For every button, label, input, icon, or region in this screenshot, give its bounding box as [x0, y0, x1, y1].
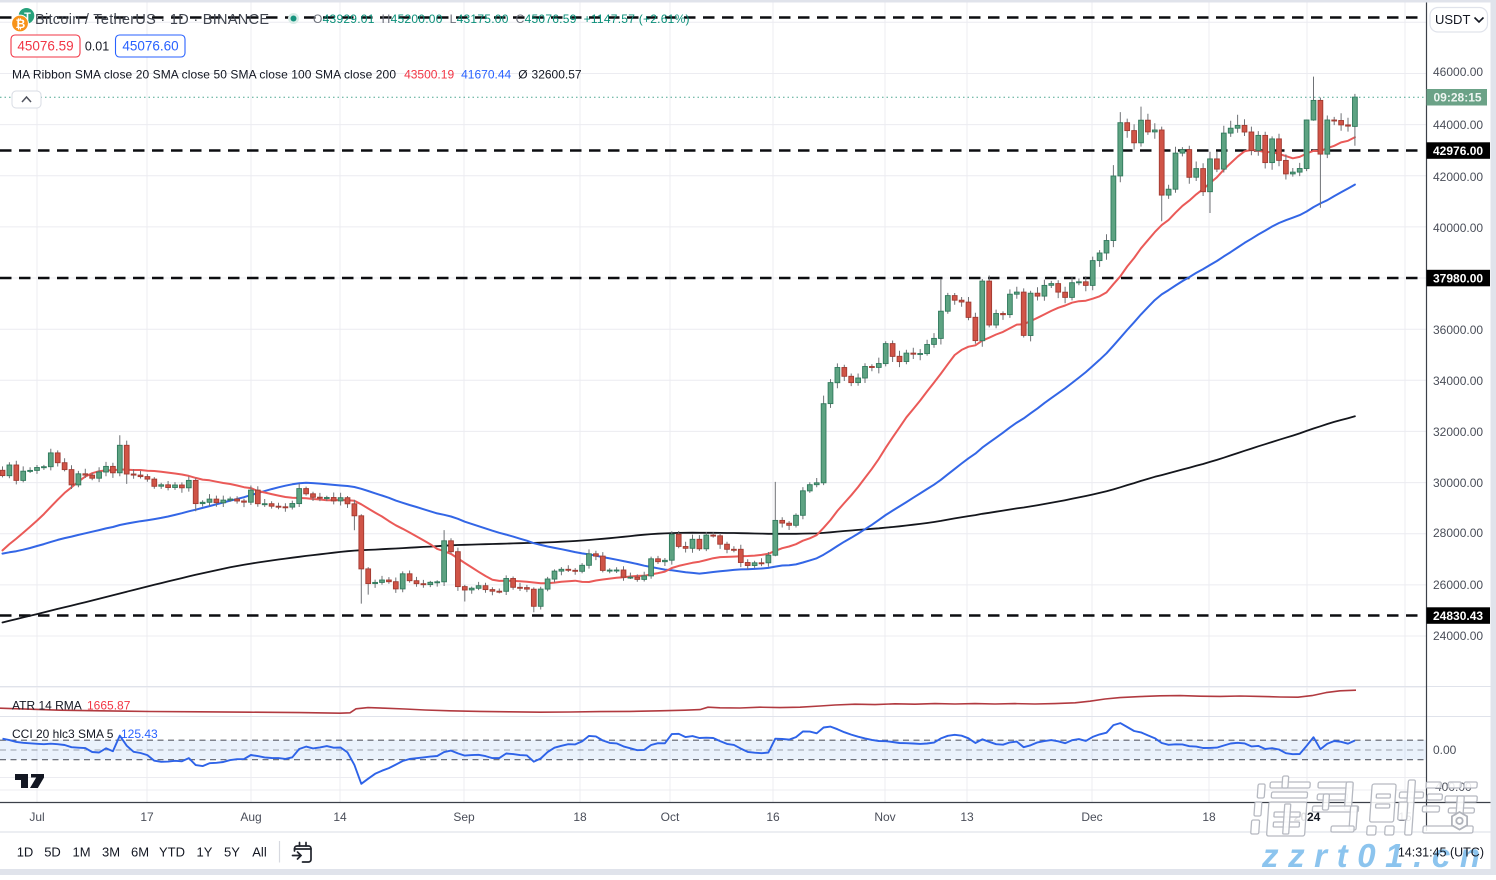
svg-text:16: 16: [766, 810, 780, 824]
svg-text:32000.00: 32000.00: [1433, 425, 1483, 439]
svg-text:5D: 5D: [44, 845, 61, 860]
svg-text:ATR 14 RMA: ATR 14 RMA: [12, 699, 82, 713]
svg-text:MA Ribbon SMA close 20 SMA clo: MA Ribbon SMA close 20 SMA close 50 SMA …: [12, 68, 582, 82]
svg-text:44000.00: 44000.00: [1433, 118, 1483, 132]
svg-text:26000.00: 26000.00: [1433, 578, 1483, 592]
svg-text:45076.60: 45076.60: [122, 39, 178, 54]
svg-text:Bitcoin / TetherUS · 1D · BINA: Bitcoin / TetherUS · 1D · BINANCE: [35, 12, 269, 28]
svg-text:37980.00: 37980.00: [1433, 271, 1483, 285]
svg-text:09:28:15: 09:28:15: [1434, 91, 1482, 105]
svg-text:All: All: [252, 845, 267, 860]
svg-text:36000.00: 36000.00: [1433, 323, 1483, 337]
svg-text:13: 13: [960, 810, 974, 824]
svg-text:46000.00: 46000.00: [1433, 65, 1483, 79]
svg-text:₿: ₿: [16, 17, 26, 31]
svg-text:Nov: Nov: [874, 810, 895, 824]
svg-text:40000.00: 40000.00: [1433, 221, 1483, 235]
svg-text:14:31:45 (UTC): 14:31:45 (UTC): [1398, 846, 1484, 860]
svg-text:YTD: YTD: [159, 845, 185, 860]
svg-text:3M: 3M: [102, 845, 120, 860]
svg-text:1M: 1M: [72, 845, 90, 860]
svg-text:18: 18: [573, 810, 587, 824]
svg-text:34000.00: 34000.00: [1433, 374, 1483, 388]
svg-text:125.43: 125.43: [121, 727, 158, 741]
svg-text:Oct: Oct: [661, 810, 680, 824]
svg-text:45076.59: 45076.59: [17, 39, 73, 54]
svg-text:24830.43: 24830.43: [1433, 609, 1483, 623]
svg-text:Sep: Sep: [453, 810, 475, 824]
svg-text:30000.00: 30000.00: [1433, 476, 1483, 490]
svg-text:1Y: 1Y: [197, 845, 213, 860]
svg-text:0.00: 0.00: [1433, 743, 1457, 757]
svg-text:17: 17: [140, 810, 154, 824]
svg-text:1665.87: 1665.87: [87, 699, 131, 713]
svg-text:14: 14: [333, 810, 347, 824]
svg-text:5Y: 5Y: [224, 845, 240, 860]
svg-text:Jul: Jul: [29, 810, 44, 824]
svg-text:CCI 20 hlc3 SMA 5: CCI 20 hlc3 SMA 5: [12, 727, 114, 741]
svg-text:USDT: USDT: [1435, 12, 1470, 27]
svg-text:0.01: 0.01: [85, 40, 109, 54]
svg-text:24000.00: 24000.00: [1433, 629, 1483, 643]
svg-text:42000.00: 42000.00: [1433, 170, 1483, 184]
svg-text:18: 18: [1202, 810, 1216, 824]
svg-text:Aug: Aug: [240, 810, 261, 824]
svg-text:6M: 6M: [131, 845, 149, 860]
svg-text:42976.00: 42976.00: [1433, 144, 1483, 158]
svg-text:Dec: Dec: [1081, 810, 1102, 824]
svg-text:1D: 1D: [17, 845, 34, 860]
svg-text:28000.00: 28000.00: [1433, 526, 1483, 540]
